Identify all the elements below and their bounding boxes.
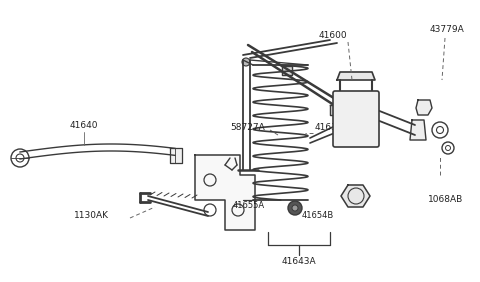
Text: 1130AK: 1130AK: [74, 210, 109, 219]
Polygon shape: [341, 185, 370, 207]
Polygon shape: [337, 72, 375, 80]
FancyBboxPatch shape: [333, 91, 379, 147]
Text: 1068AB: 1068AB: [428, 195, 463, 204]
Text: 41643A: 41643A: [282, 257, 316, 266]
Polygon shape: [410, 120, 426, 140]
Text: 58727A: 58727A: [230, 124, 265, 133]
Text: 41631: 41631: [315, 124, 344, 133]
Circle shape: [348, 102, 364, 118]
Text: 41600: 41600: [319, 30, 348, 39]
Circle shape: [242, 58, 250, 66]
Polygon shape: [330, 105, 342, 115]
Polygon shape: [170, 148, 182, 163]
Polygon shape: [416, 100, 432, 115]
Text: 41654B: 41654B: [302, 210, 334, 219]
Text: 41640: 41640: [70, 122, 98, 131]
Text: 43779A: 43779A: [430, 25, 465, 34]
Polygon shape: [195, 155, 255, 230]
Polygon shape: [282, 66, 292, 75]
Circle shape: [292, 205, 298, 211]
Circle shape: [288, 201, 302, 215]
Text: 41655A: 41655A: [233, 201, 265, 210]
